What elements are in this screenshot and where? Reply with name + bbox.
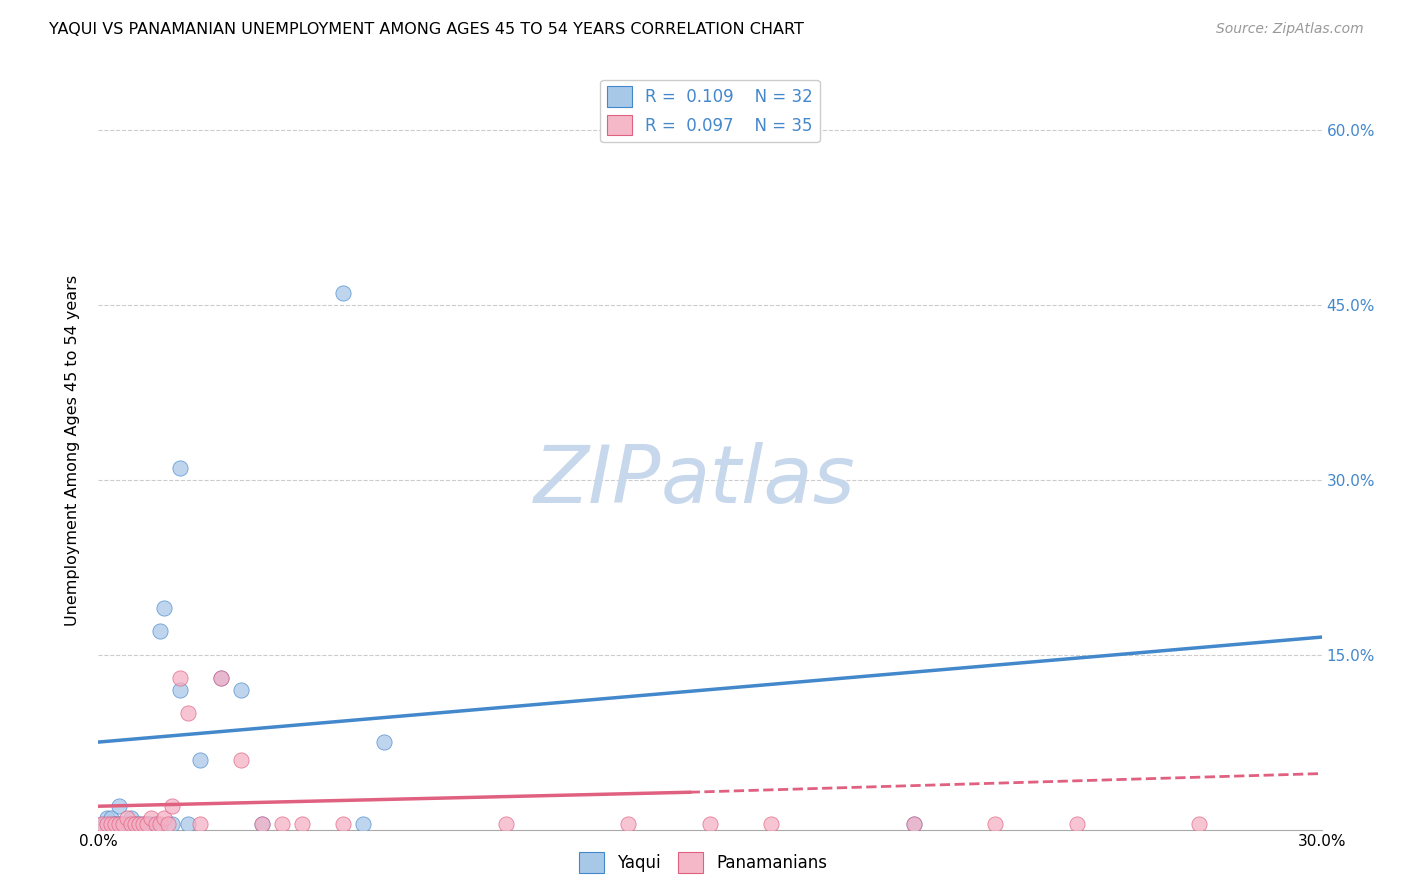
Point — [209, 671, 232, 685]
Point — [169, 461, 191, 475]
Point — [128, 816, 150, 830]
Point — [156, 816, 179, 830]
Text: YAQUI VS PANAMANIAN UNEMPLOYMENT AMONG AGES 45 TO 54 YEARS CORRELATION CHART: YAQUI VS PANAMANIAN UNEMPLOYMENT AMONG A… — [49, 22, 804, 37]
Point — [169, 671, 191, 685]
Point — [115, 816, 138, 830]
Point — [120, 816, 142, 830]
Point — [132, 816, 155, 830]
Point — [177, 816, 200, 830]
Point — [141, 816, 163, 830]
Point — [160, 799, 183, 814]
Point — [136, 816, 159, 830]
Point — [270, 816, 294, 830]
Point — [108, 799, 131, 814]
Point — [136, 816, 159, 830]
Point — [188, 816, 212, 830]
Text: Source: ZipAtlas.com: Source: ZipAtlas.com — [1216, 22, 1364, 37]
Point — [761, 816, 783, 830]
Point — [96, 816, 118, 830]
Point — [115, 811, 138, 825]
Point — [104, 816, 127, 830]
Point — [291, 816, 314, 830]
Point — [96, 811, 118, 825]
Point — [373, 735, 395, 749]
Point — [903, 816, 925, 830]
Point — [352, 816, 374, 830]
Point — [108, 816, 131, 830]
Point — [332, 285, 354, 300]
Text: atlas: atlas — [661, 442, 856, 520]
Point — [250, 816, 273, 830]
Point — [160, 816, 183, 830]
Point — [152, 811, 174, 825]
Point — [984, 816, 1007, 830]
Point — [231, 753, 253, 767]
Point — [188, 753, 212, 767]
Point — [111, 816, 134, 830]
Point — [149, 816, 172, 830]
Point — [231, 682, 253, 697]
Y-axis label: Unemployment Among Ages 45 to 54 years: Unemployment Among Ages 45 to 54 years — [65, 275, 80, 626]
Text: ZIP: ZIP — [534, 442, 661, 520]
Point — [250, 816, 273, 830]
Legend: Yaqui, Panamanians: Yaqui, Panamanians — [572, 846, 834, 880]
Point — [104, 816, 127, 830]
Point — [132, 816, 155, 830]
Point — [91, 816, 114, 830]
Point — [169, 682, 191, 697]
Point — [145, 816, 167, 830]
Point — [96, 816, 118, 830]
Point — [100, 816, 122, 830]
Point — [145, 816, 167, 830]
Point — [100, 816, 122, 830]
Point — [128, 816, 150, 830]
Point — [104, 816, 127, 830]
Point — [124, 816, 146, 830]
Point — [91, 816, 114, 830]
Point — [903, 816, 925, 830]
Point — [152, 601, 174, 615]
Point — [177, 706, 200, 720]
Point — [108, 816, 131, 830]
Legend: R =  0.109    N = 32, R =  0.097    N = 35: R = 0.109 N = 32, R = 0.097 N = 35 — [600, 79, 820, 142]
Point — [1188, 816, 1211, 830]
Point — [495, 816, 517, 830]
Point — [1066, 816, 1088, 830]
Point — [120, 811, 142, 825]
Point — [111, 816, 134, 830]
Point — [149, 624, 172, 639]
Point — [209, 671, 232, 685]
Point — [100, 811, 122, 825]
Point — [617, 816, 640, 830]
Point — [699, 816, 721, 830]
Point — [124, 816, 146, 830]
Point — [141, 811, 163, 825]
Point — [332, 816, 354, 830]
